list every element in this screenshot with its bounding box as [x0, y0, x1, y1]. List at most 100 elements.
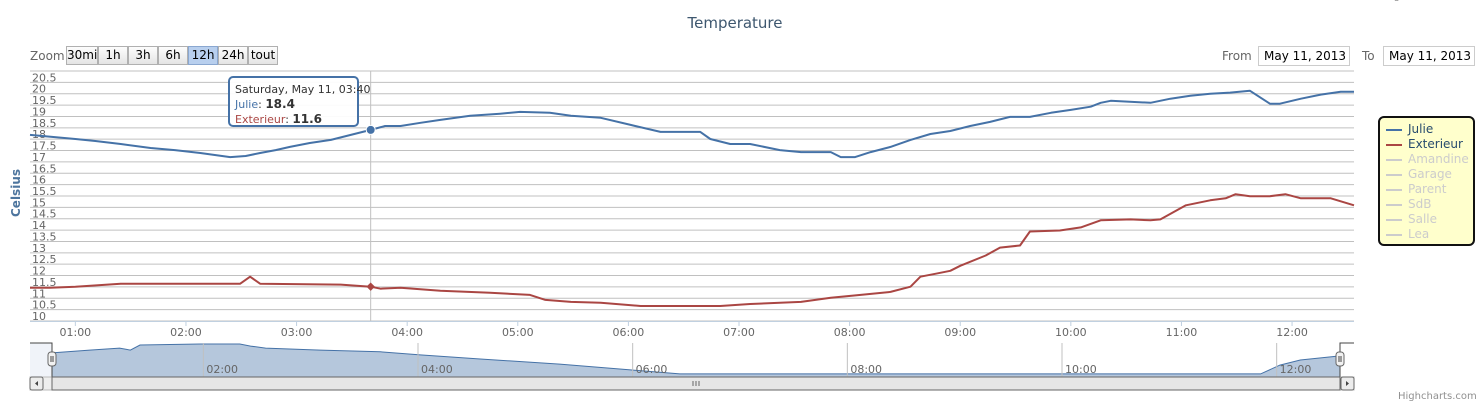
y-tick-label: 15 [32, 196, 46, 209]
y-tick-label: 20 [32, 83, 46, 96]
credits-link[interactable]: Highcharts.com [1398, 391, 1477, 402]
scrollbar-left-arrow-button[interactable] [29, 376, 44, 391]
legend-item-sdb[interactable]: SdB [1386, 197, 1473, 212]
legend-line-icon [1386, 128, 1402, 131]
legend-line-icon [1386, 233, 1402, 236]
navigator-line [51, 343, 1341, 375]
navigator-area [52, 344, 1340, 377]
legend-line-icon [1386, 188, 1402, 191]
navigator-tick-label: 02:00 [206, 363, 238, 376]
y-tick-label: 16.5 [32, 162, 57, 175]
y-tick-label: 13 [32, 242, 46, 255]
y-tick-label: 18 [32, 128, 46, 141]
x-tick-label: 12:00 [1276, 326, 1308, 339]
legend-item-label: SdB [1408, 197, 1432, 211]
zoom-30min-button[interactable]: 30min [66, 46, 98, 65]
zoom-3h-button[interactable]: 3h [128, 46, 158, 65]
legend-line-icon [1386, 143, 1402, 146]
legend-item-label: Salle [1408, 212, 1438, 226]
from-label: From [1222, 49, 1252, 63]
y-tick-label: 12 [32, 265, 46, 278]
scrollbar-right-arrow-button[interactable] [1340, 376, 1355, 391]
navigator-tick-label: 08:00 [850, 363, 882, 376]
x-tick-label: 01:00 [59, 326, 91, 339]
legend-item-label: Lea [1408, 227, 1430, 241]
hover-marker-exterieur [366, 282, 375, 291]
tooltip-exterieur-label: Exterieur [235, 113, 286, 126]
y-tick-label: 16 [32, 174, 46, 187]
handle-grip [1335, 351, 1345, 367]
y-tick-label: 19 [32, 105, 46, 118]
y-tick-label: 13.5 [32, 230, 57, 243]
y-tick-label: 12.5 [32, 253, 57, 266]
to-label: To [1362, 49, 1375, 63]
legend-line-icon [1386, 203, 1402, 206]
tooltip-julie-label: Julie [235, 98, 259, 111]
legend-item-label: Julie [1408, 122, 1434, 136]
legend: Julie Exterieur Amandine Garage Parent SdB Sal… [1378, 116, 1475, 246]
y-tick-label: 17.5 [32, 140, 57, 153]
x-tick-label: 07:00 [723, 326, 755, 339]
x-tick-label: 04:00 [391, 326, 423, 339]
navigator-tick-label: 12:00 [1280, 363, 1312, 376]
legend-item-lea[interactable]: Lea [1386, 227, 1473, 242]
legend-item-label: Parent [1408, 182, 1447, 196]
y-tick-label: 15.5 [32, 185, 57, 198]
y-tick-label: 14 [32, 219, 46, 232]
y-tick-label: 20.5 [32, 71, 57, 84]
navigator-handle-right[interactable] [1335, 351, 1345, 367]
from-date-input[interactable]: May 11, 2013 [1258, 46, 1350, 66]
y-tick-label: 17 [32, 151, 46, 164]
handle-grip [47, 351, 57, 367]
tooltip-julie-value: 18.4 [265, 97, 295, 111]
to-date-input[interactable]: May 11, 2013 [1383, 46, 1475, 66]
tooltip-header: Saturday, May 11, 03:40 [235, 83, 371, 96]
legend-line-icon [1386, 158, 1402, 161]
navigator-mask-left [30, 343, 52, 377]
tooltip: Saturday, May 11, 03:40 Julie: 18.4 Exte… [228, 76, 371, 127]
legend-item-amandine[interactable]: Amandine [1386, 152, 1473, 167]
legend-line-icon [1386, 173, 1402, 176]
arrow-right-icon [1346, 381, 1349, 386]
arrow-left-icon [35, 381, 38, 386]
legend-item-parent[interactable]: Parent [1386, 182, 1473, 197]
legend-item-julie[interactable]: Julie [1386, 122, 1473, 137]
navigator-tick-label: 06:00 [636, 363, 668, 376]
zoom-24h-button[interactable]: 24h [218, 46, 248, 65]
legend-line-icon [1386, 218, 1402, 221]
tooltip-exterieur-value: 11.6 [292, 112, 322, 126]
navigator-tick-label: 04:00 [421, 363, 453, 376]
legend-item-label: Amandine [1408, 152, 1469, 166]
zoom-1h-button[interactable]: 1h [98, 46, 128, 65]
x-tick-label: 08:00 [834, 326, 866, 339]
legend-item-label: Garage [1408, 167, 1452, 181]
zoom-all-button[interactable]: tout [248, 46, 278, 65]
x-tick-label: 09:00 [944, 326, 976, 339]
y-tick-label: 10.5 [32, 299, 57, 312]
zoom-label: Zoom [30, 49, 65, 63]
navigator-handle-left[interactable] [47, 351, 57, 367]
y-tick-label: 19.5 [32, 94, 57, 107]
legend-item-exterieur[interactable]: Exterieur [1386, 137, 1473, 152]
navigator-tick-label: 10:00 [1065, 363, 1097, 376]
x-tick-label: 10:00 [1055, 326, 1087, 339]
credits-link-top[interactable]: Highcharts.com [1383, 0, 1462, 2]
legend-item-label: Exterieur [1408, 137, 1463, 151]
y-tick-label: 11 [32, 287, 46, 300]
zoom-6h-button[interactable]: 6h [158, 46, 188, 65]
series-line-julie [29, 89, 1354, 159]
scrollbar[interactable] [29, 376, 1355, 391]
series-line-exterieur [30, 193, 1355, 307]
y-tick-label: 14.5 [32, 208, 57, 221]
x-tick-label: 05:00 [502, 326, 534, 339]
y-tick-label: 10 [32, 310, 46, 323]
legend-item-garage[interactable]: Garage [1386, 167, 1473, 182]
x-tick-label: 06:00 [613, 326, 645, 339]
x-tick-label: 03:00 [281, 326, 313, 339]
x-tick-label: 02:00 [170, 326, 202, 339]
zoom-12h-button[interactable]: 12h [188, 46, 218, 65]
legend-item-salle[interactable]: Salle [1386, 212, 1473, 227]
y-tick-label: 18.5 [32, 117, 57, 130]
x-tick-label: 11:00 [1166, 326, 1198, 339]
